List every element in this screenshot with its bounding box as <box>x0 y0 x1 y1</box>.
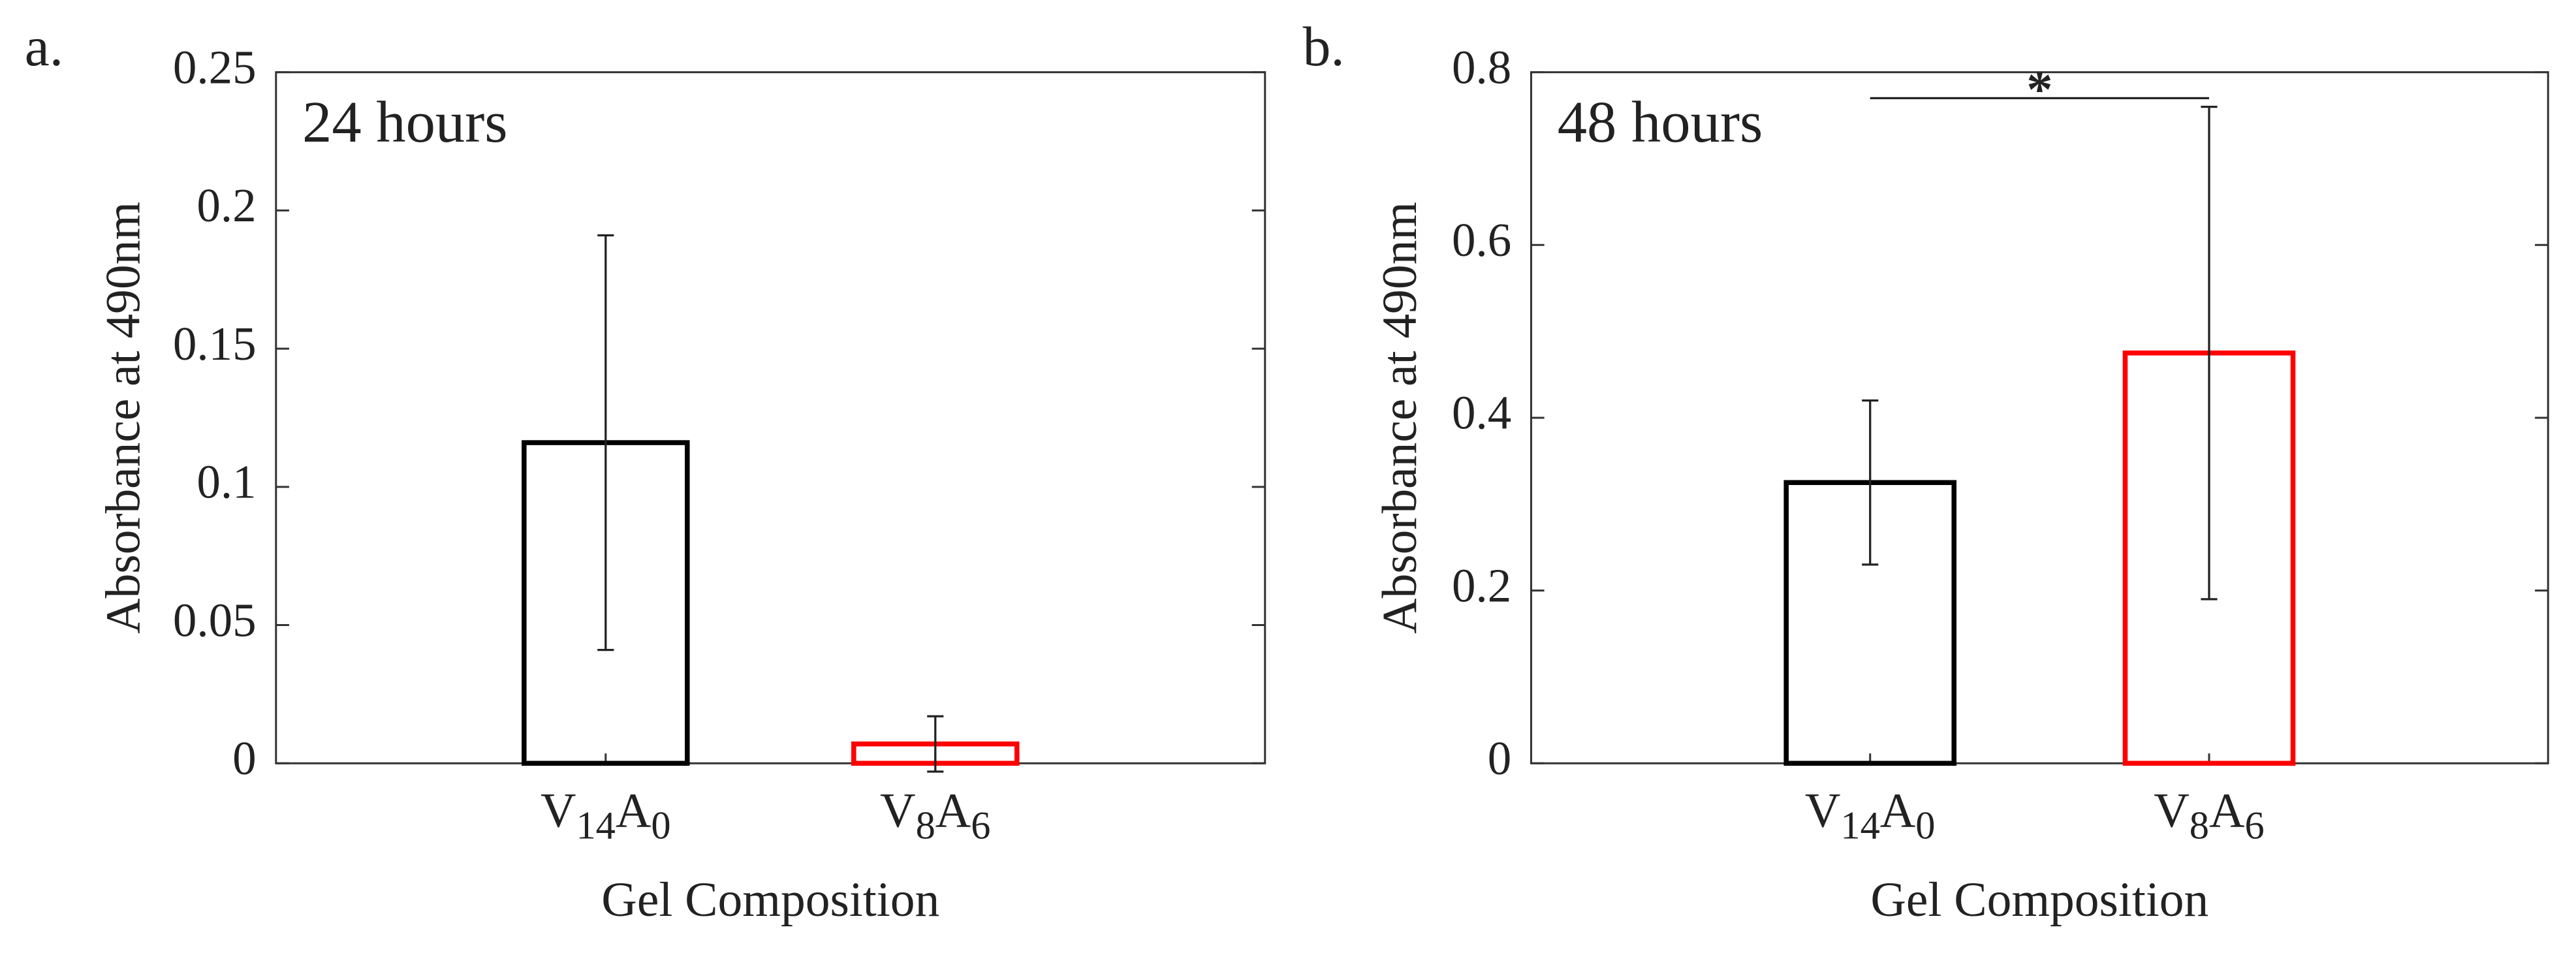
panel-label: a. <box>25 16 63 78</box>
panel-label: b. <box>1303 16 1345 78</box>
axes-box <box>275 71 1266 764</box>
error-bar <box>927 715 944 773</box>
y-tick-label: 0 <box>232 732 256 785</box>
y-tick-label: 0.6 <box>1452 213 1511 266</box>
y-tick-label: 0.2 <box>196 179 256 232</box>
y-tick-label: 0.2 <box>1452 559 1511 612</box>
error-bar <box>2201 105 2218 601</box>
x-tick-label: V14A0 <box>541 784 671 848</box>
y-axis-label: Absorbance at 490nm <box>1373 202 1427 634</box>
y-tick-label: 0.4 <box>1452 386 1511 439</box>
y-tick-label: 0.05 <box>173 593 257 646</box>
significance-label: * <box>2026 61 2052 119</box>
error-bar <box>1862 399 1879 566</box>
axes-box <box>1530 71 2549 764</box>
x-tick-label: V14A0 <box>1805 784 1936 848</box>
x-tick-label: V8A6 <box>880 784 990 848</box>
y-tick-label: 0.8 <box>1452 40 1511 93</box>
x-tick-label: V8A6 <box>2154 784 2264 848</box>
x-axis-label: Gel Composition <box>1870 873 2208 927</box>
y-tick-label: 0 <box>1488 732 1511 785</box>
error-bar <box>597 234 614 651</box>
y-axis-label: Absorbance at 490nm <box>97 202 151 634</box>
y-tick-label: 0.15 <box>173 317 257 370</box>
y-tick-label: 0.1 <box>196 456 256 509</box>
annotation: 24 hours <box>302 89 508 155</box>
annotation: 48 hours <box>1558 89 1763 155</box>
y-tick-label: 0.25 <box>173 40 257 93</box>
x-axis-label: Gel Composition <box>601 873 939 927</box>
